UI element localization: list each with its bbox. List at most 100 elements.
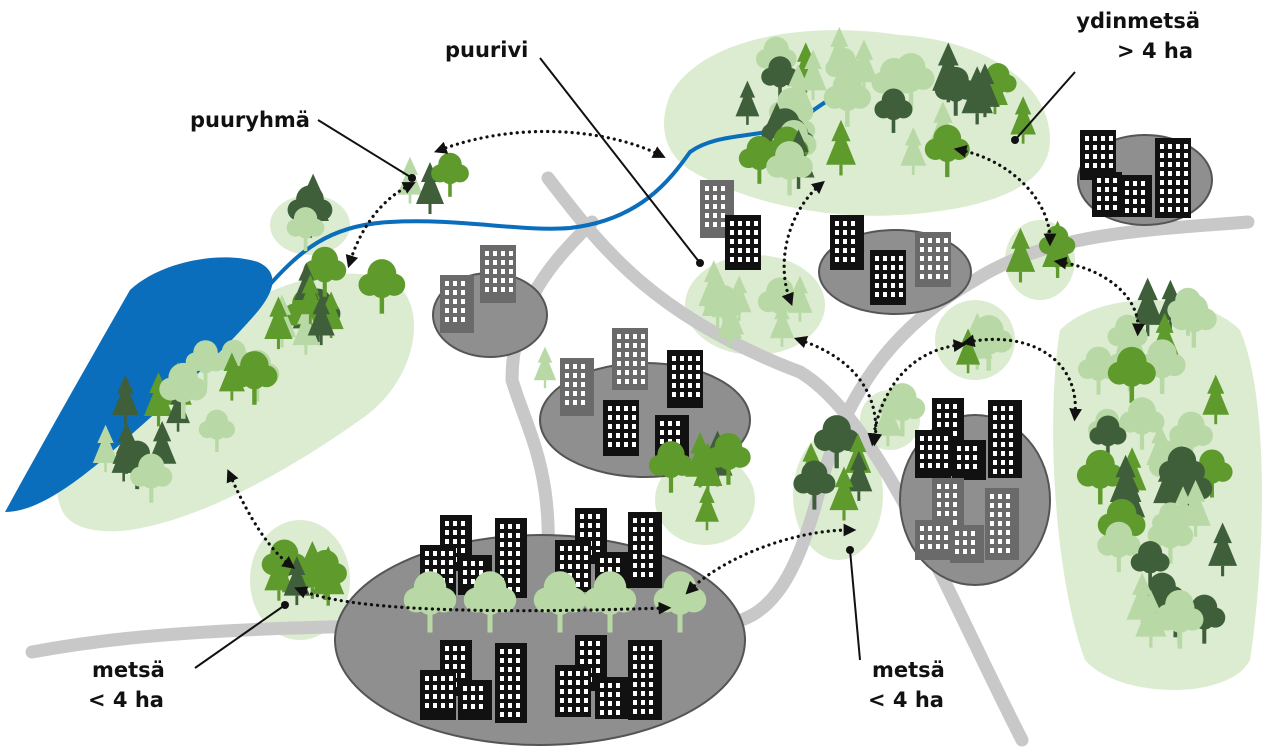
window <box>990 539 994 544</box>
window <box>461 539 465 544</box>
window <box>565 382 569 387</box>
window <box>944 274 948 279</box>
window <box>461 646 465 651</box>
window <box>738 221 742 226</box>
window <box>501 260 505 265</box>
trunk <box>706 522 709 531</box>
window <box>596 523 600 528</box>
window <box>1168 153 1172 158</box>
window <box>1006 548 1010 553</box>
window <box>471 561 475 566</box>
crown <box>946 82 966 102</box>
window <box>500 524 504 529</box>
window <box>641 370 645 375</box>
window <box>568 546 572 551</box>
window <box>633 343 637 348</box>
building <box>667 350 703 408</box>
leader-dot <box>281 601 289 609</box>
crown <box>534 347 556 381</box>
window <box>453 281 457 286</box>
label: metsä <box>872 658 945 682</box>
window <box>500 649 504 654</box>
building <box>595 677 629 719</box>
window <box>441 560 445 565</box>
label: < 4 ha <box>88 688 164 712</box>
window <box>461 673 465 678</box>
trunk <box>429 204 432 214</box>
window <box>485 251 489 256</box>
window <box>600 683 604 688</box>
window <box>1160 189 1164 194</box>
window <box>453 317 457 322</box>
window <box>920 526 924 531</box>
window <box>1141 199 1145 204</box>
window <box>696 365 700 370</box>
window <box>616 406 620 411</box>
crown <box>1181 427 1202 448</box>
window <box>581 400 585 405</box>
window <box>998 530 1002 535</box>
window <box>516 560 520 565</box>
window <box>463 561 467 566</box>
window <box>937 484 941 489</box>
window <box>990 530 994 535</box>
window <box>649 655 653 660</box>
window <box>875 256 879 261</box>
window <box>649 664 653 669</box>
window <box>425 551 429 556</box>
crown <box>804 476 824 496</box>
trunk <box>967 365 970 374</box>
building <box>555 665 591 717</box>
window <box>625 361 629 366</box>
window <box>965 464 969 469</box>
window <box>937 502 941 507</box>
window <box>576 671 580 676</box>
crown <box>297 221 315 239</box>
window <box>624 424 628 429</box>
window <box>1093 163 1097 168</box>
window <box>449 551 453 556</box>
window <box>998 548 1002 553</box>
window <box>649 646 653 651</box>
window <box>660 439 664 444</box>
crown <box>243 368 265 390</box>
label: puuryhmä <box>190 108 310 132</box>
window <box>945 502 949 507</box>
leader-line <box>850 550 860 660</box>
window <box>1184 180 1188 185</box>
window <box>449 578 453 583</box>
window <box>608 415 612 420</box>
window <box>676 421 680 426</box>
window <box>596 541 600 546</box>
window <box>471 686 475 691</box>
window <box>936 544 940 549</box>
window <box>1001 424 1005 429</box>
window <box>937 422 941 427</box>
window <box>730 221 734 226</box>
window <box>672 365 676 370</box>
trunk <box>1056 267 1059 278</box>
window <box>936 454 940 459</box>
window <box>608 558 612 563</box>
window <box>676 430 680 435</box>
window <box>617 352 621 357</box>
building-body <box>495 643 527 723</box>
window <box>1009 415 1013 420</box>
crown <box>1099 429 1117 447</box>
window <box>1006 539 1010 544</box>
building <box>560 358 594 416</box>
window <box>680 392 684 397</box>
window <box>680 383 684 388</box>
window <box>971 549 975 554</box>
window <box>944 526 948 531</box>
window <box>754 230 758 235</box>
window <box>445 299 449 304</box>
window <box>588 641 592 646</box>
window <box>641 343 645 348</box>
window <box>899 292 903 297</box>
window <box>721 195 725 200</box>
window <box>738 248 742 253</box>
window <box>649 536 653 541</box>
window <box>660 430 664 435</box>
window <box>945 511 949 516</box>
